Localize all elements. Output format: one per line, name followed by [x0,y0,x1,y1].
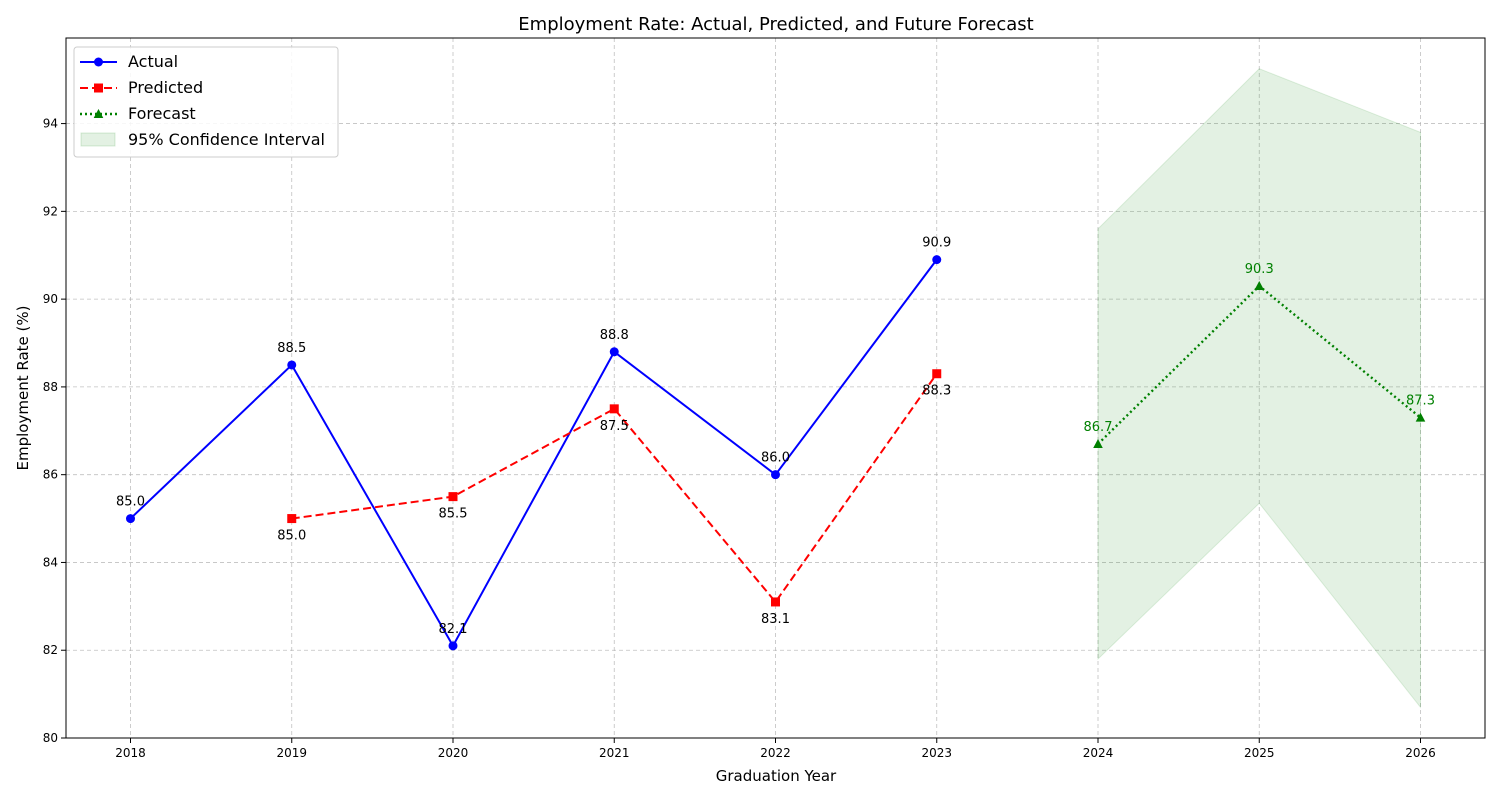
predicted-data-label: 85.0 [277,529,306,544]
x-tick-label: 2025 [1244,746,1275,760]
actual-point [126,514,135,524]
forecast-data-label: 86.7 [1084,420,1113,435]
legend-actual-label: Actual [128,52,178,71]
legend-confidence-swatch [80,132,116,147]
legend-box [73,46,339,158]
forecast-point [1415,412,1426,422]
actual-data-label: 85.0 [116,495,145,510]
actual-series-line [129,259,938,647]
actual-point [932,255,942,265]
actual-data-label: 86.0 [761,451,790,466]
legend-predicted-label: Predicted [128,78,203,97]
actual-point [609,347,619,357]
predicted-point [448,492,458,502]
x-tick-label: 2024 [1083,746,1114,760]
x-tick-label: 2022 [760,746,791,760]
x-tick-label: 2026 [1405,746,1436,760]
legend-forecast-marker [93,109,104,118]
x-tick-label: 2020 [438,746,469,760]
axis-ticks: 2018 2019 2020 2021 2022 2023 2024 2025 2026 80 82… [43,117,1436,760]
chart-title: Employment Rate: Actual, Predicted, and … [518,14,1033,35]
actual-data-label: 88.5 [277,341,306,356]
forecast-data-label: 87.3 [1406,394,1435,409]
x-tick-label: 2019 [276,746,307,760]
x-axis-title: Graduation Year [716,767,837,785]
forecast-point [1254,280,1265,290]
y-tick-label: 92 [43,204,58,218]
predicted-data-label: 85.5 [439,507,468,522]
x-tick-label: 2021 [599,746,630,760]
actual-data-label: 90.9 [922,236,951,251]
y-tick-label: 90 [43,292,58,306]
y-tick-label: 88 [43,380,58,394]
y-tick-label: 80 [43,731,58,745]
forecast-point [1093,438,1103,448]
confidence-band-layer [1097,68,1421,709]
predicted-point [771,597,780,607]
legend-predicted-marker [94,83,103,93]
y-tick-label: 82 [43,643,58,657]
series-layer [126,255,1426,651]
x-tick-label: 2018 [115,746,146,760]
y-axis-title: Employment Rate (%) [14,306,32,471]
confidence-interval-band [1097,68,1421,709]
y-tick-label: 84 [43,555,58,569]
forecast-data-label: 90.3 [1245,262,1274,277]
predicted-series-line [291,373,938,603]
actual-point [771,470,780,480]
legend-actual-marker [94,57,103,67]
actual-point [448,641,458,651]
actual-data-label: 82.1 [439,622,468,637]
legend-confidence-label: 95% Confidence Interval [128,130,325,149]
predicted-data-label: 88.3 [922,384,951,399]
legend-forecast-label: Forecast [128,104,196,123]
predicted-point [609,404,619,414]
y-tick-label: 86 [43,468,58,482]
predicted-point [287,514,297,524]
data-labels-layer: 85.0 88.5 82.1 88.8 86.0 90.9 85.0 85.5 87.5 83.1… [116,236,1435,637]
legend: Actual Predicted Forecast 95% Confidence In… [73,46,339,158]
y-tick-label: 94 [43,117,58,131]
predicted-point [932,369,942,379]
actual-data-label: 88.8 [600,328,629,343]
predicted-data-label: 83.1 [761,612,790,627]
actual-point [287,360,297,370]
x-tick-label: 2023 [921,746,952,760]
predicted-data-label: 87.5 [600,419,629,434]
